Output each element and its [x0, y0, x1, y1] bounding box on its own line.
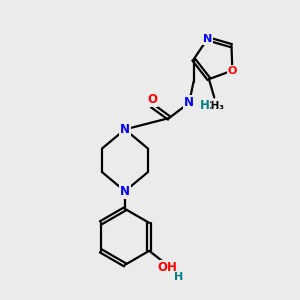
Text: O: O [147, 93, 157, 106]
Text: H: H [200, 99, 209, 112]
Text: OH: OH [157, 261, 177, 274]
Text: N: N [120, 123, 130, 136]
Text: N: N [203, 34, 212, 44]
Text: N: N [120, 185, 130, 198]
Text: H: H [174, 272, 183, 282]
Text: CH₃: CH₃ [204, 100, 225, 111]
Text: O: O [228, 66, 237, 76]
Text: N: N [184, 96, 194, 109]
